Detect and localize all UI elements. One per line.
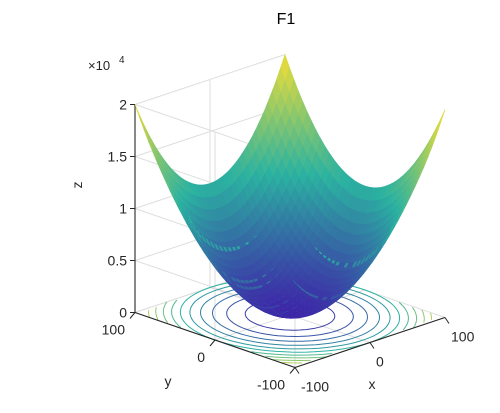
y-tick-label: -100 bbox=[257, 377, 285, 393]
x-tick-label: 100 bbox=[451, 329, 475, 345]
z-exponent-base: ×10 bbox=[88, 58, 110, 73]
z-tick-label: 1 bbox=[119, 201, 127, 217]
surface-mesh bbox=[134, 53, 446, 319]
y-tick-mark bbox=[289, 367, 296, 374]
labels: F1 x y z ×10 4 bbox=[69, 11, 376, 392]
z-tick-label: 0.5 bbox=[108, 253, 128, 269]
wall-grid-line bbox=[134, 54, 286, 105]
z-tick-label: 1.5 bbox=[108, 149, 128, 165]
wall-grid-line bbox=[134, 106, 286, 157]
z-tick-label: 0 bbox=[119, 305, 127, 321]
x-tick-label: -100 bbox=[301, 379, 329, 395]
y-tick-label: 0 bbox=[197, 349, 205, 365]
x-tick-mark bbox=[369, 342, 375, 349]
x-axis-label: x bbox=[369, 376, 376, 392]
x-tick-mark bbox=[444, 317, 450, 324]
z-axis-label: z bbox=[69, 182, 85, 189]
y-tick-mark bbox=[129, 312, 136, 319]
y-tick-label: 100 bbox=[102, 322, 126, 338]
x-tick-label: 0 bbox=[376, 354, 384, 370]
x-tick-mark bbox=[294, 367, 300, 374]
y-tick-mark bbox=[209, 339, 216, 347]
y-axis-label: y bbox=[165, 373, 172, 389]
chart-title: F1 bbox=[277, 11, 296, 28]
z-tick-label: 2 bbox=[119, 97, 127, 113]
surface-patch bbox=[436, 109, 446, 132]
z-exponent-power: 4 bbox=[119, 55, 125, 66]
